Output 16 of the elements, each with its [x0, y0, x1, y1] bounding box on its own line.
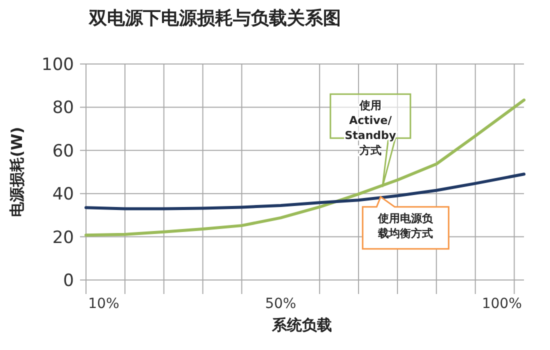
y-tick-label: 40: [52, 184, 74, 205]
y-tick-label: 80: [52, 98, 74, 118]
x-tick-label: 10%: [88, 296, 120, 312]
x-tick-label: 100%: [482, 296, 522, 312]
x-tick-label: 50%: [265, 296, 296, 312]
line-series: [84, 98, 526, 237]
y-tick-label: 0: [63, 271, 74, 291]
line-series: [84, 172, 526, 210]
y-axis-title: 电源损耗(W): [8, 126, 26, 218]
callout: 使用电源负载均衡方式: [362, 196, 450, 250]
x-axis-title: 系统负载: [271, 316, 332, 334]
y-tick-label: 100: [42, 55, 74, 75]
annotation: 使用电源负载均衡方式: [377, 212, 434, 240]
y-tick-label: 60: [52, 141, 74, 162]
y-tick-label: 20: [52, 228, 74, 248]
chart-title: 双电源下电源损耗与负载关系图: [88, 8, 341, 29]
